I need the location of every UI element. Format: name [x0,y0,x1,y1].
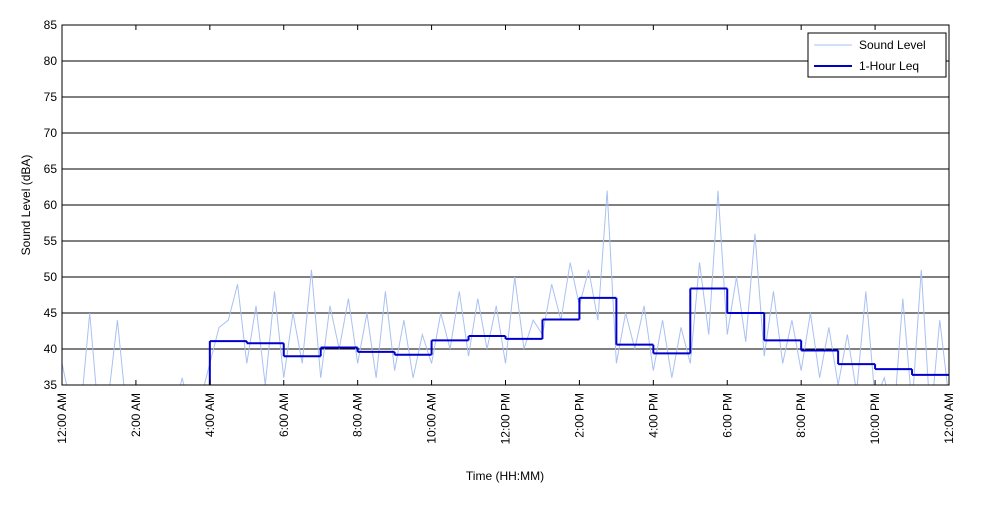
x-tick-label: 12:00 PM [499,393,513,444]
legend-label: 1-Hour Leq [859,59,919,73]
legend: Sound Level 1-Hour Leq [807,32,947,78]
y-tick-label: 85 [44,18,58,32]
x-tick-label: 12:00 AM [55,393,69,444]
y-tick-label: 45 [44,306,58,320]
legend-label: Sound Level [859,38,926,52]
x-tick-label: 8:00 AM [351,393,365,437]
x-tick-label: 8:00 PM [794,393,808,438]
x-tick-label: 6:00 PM [720,393,734,438]
y-axis-label: Sound Level (dBA) [19,155,33,256]
y-tick-label: 35 [44,378,58,392]
y-tick-label: 40 [44,342,58,356]
x-tick-label: 2:00 PM [572,393,586,438]
y-tick-label: 60 [44,198,58,212]
x-tick-label: 2:00 AM [129,393,143,437]
y-tick-label: 50 [44,270,58,284]
x-tick-label: 4:00 PM [646,393,660,438]
x-tick-label: 4:00 AM [203,393,217,437]
x-tick-label: 10:00 AM [425,393,439,444]
y-tick-label: 55 [44,234,58,248]
x-axis-label: Time (HH:MM) [466,469,544,483]
y-tick-label: 80 [44,54,58,68]
x-tick-label: 12:00 AM [942,393,956,444]
y-tick-label: 75 [44,90,58,104]
y-tick-label: 65 [44,162,58,176]
x-tick-label: 6:00 AM [277,393,291,437]
series-area [62,190,949,385]
x-tick-label: 10:00 PM [868,393,882,444]
y-tick-label: 70 [44,126,58,140]
legend-box [807,32,947,78]
